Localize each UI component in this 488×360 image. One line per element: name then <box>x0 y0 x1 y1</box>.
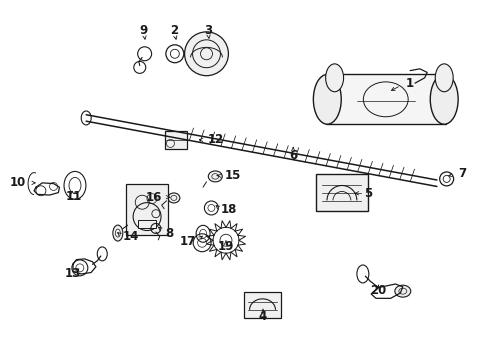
Ellipse shape <box>429 75 457 124</box>
Text: 12: 12 <box>207 133 224 146</box>
Circle shape <box>184 32 228 76</box>
Text: 4: 4 <box>258 310 266 324</box>
Text: 20: 20 <box>369 284 386 297</box>
Text: 15: 15 <box>224 169 241 182</box>
Ellipse shape <box>167 193 180 203</box>
Text: 3: 3 <box>203 24 212 37</box>
Text: 5: 5 <box>363 187 371 200</box>
Bar <box>165 131 187 149</box>
Text: 18: 18 <box>221 203 237 216</box>
Bar <box>315 174 367 211</box>
Bar <box>138 220 156 228</box>
Text: 7: 7 <box>457 167 465 180</box>
Ellipse shape <box>208 171 222 182</box>
Text: 13: 13 <box>65 267 81 280</box>
Text: 1: 1 <box>405 77 412 90</box>
Text: 9: 9 <box>139 24 147 37</box>
Bar <box>126 184 168 235</box>
Text: 17: 17 <box>179 235 195 248</box>
Ellipse shape <box>113 225 122 241</box>
Text: 11: 11 <box>65 190 82 203</box>
Ellipse shape <box>325 64 343 92</box>
Text: 10: 10 <box>10 176 26 189</box>
Bar <box>243 292 281 318</box>
Text: 2: 2 <box>169 24 178 37</box>
Text: 6: 6 <box>288 149 297 162</box>
Ellipse shape <box>394 285 410 297</box>
Text: 14: 14 <box>122 230 139 243</box>
Text: 19: 19 <box>217 240 234 253</box>
Bar <box>325 75 445 124</box>
Ellipse shape <box>434 64 452 92</box>
Ellipse shape <box>313 75 341 124</box>
Text: 8: 8 <box>165 226 173 239</box>
Text: 16: 16 <box>145 191 162 204</box>
